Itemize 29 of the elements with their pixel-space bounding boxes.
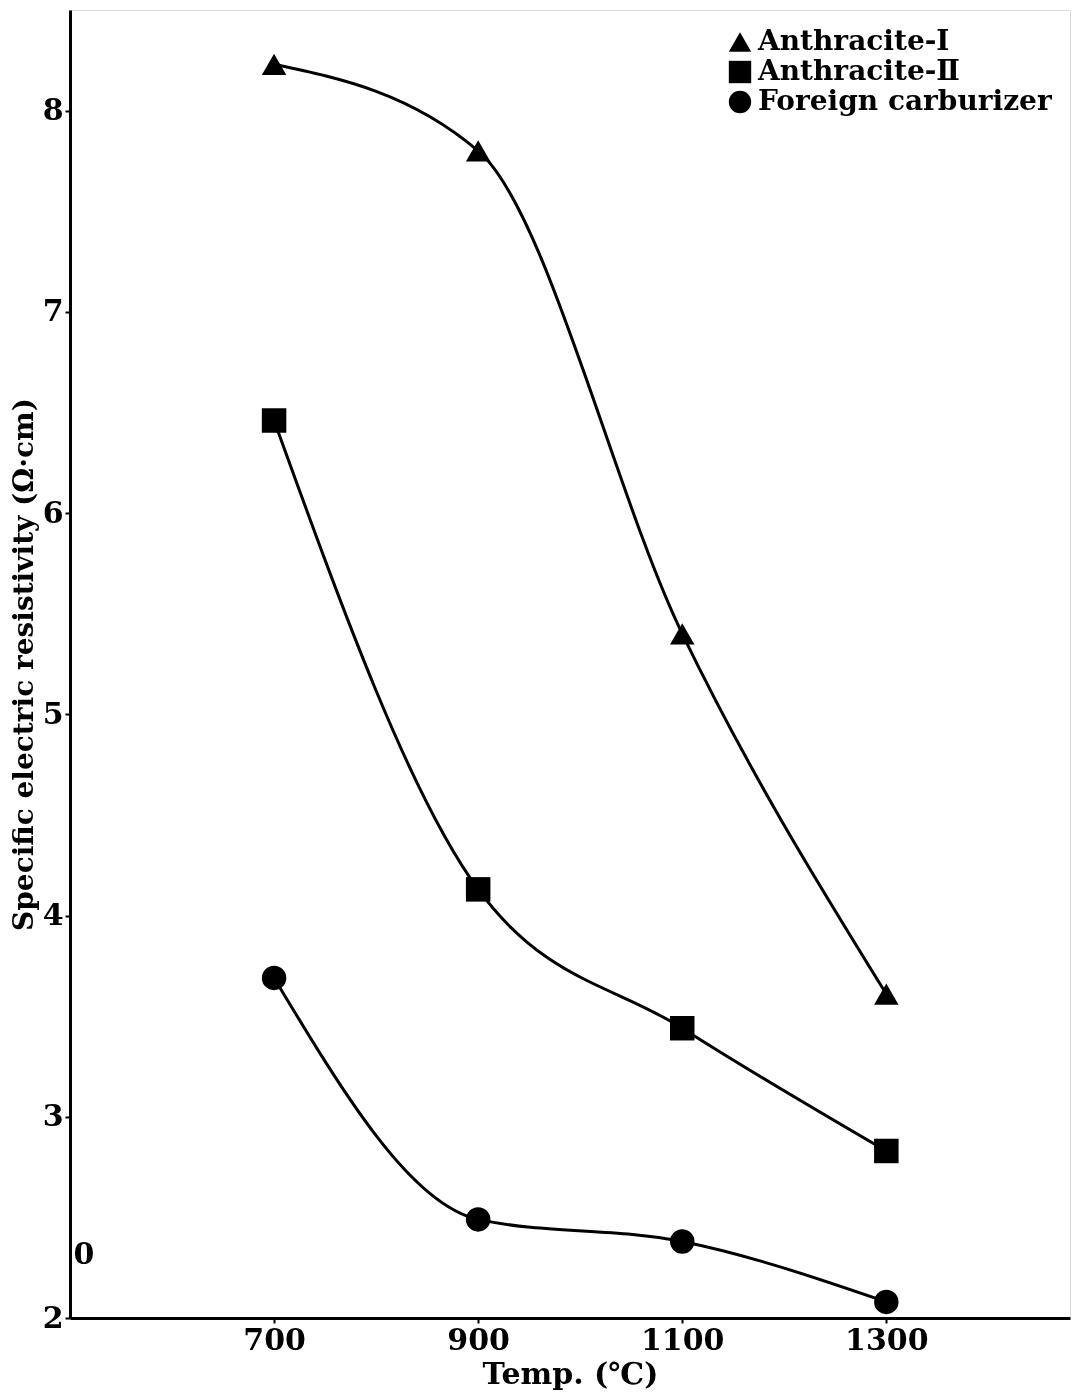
x-tick-label: 1100 <box>640 1321 725 1357</box>
y-tick-label: 7 <box>42 293 64 329</box>
x-axis-title: Temp. (℃) <box>482 1355 659 1391</box>
x-tick-label: 700 <box>243 1321 306 1357</box>
y-tick-label: 4 <box>42 897 64 933</box>
point <box>874 983 899 1005</box>
legend-label: Anthracite-Ⅰ <box>757 24 950 57</box>
y-tick-label: 3 <box>42 1098 64 1134</box>
y-tick-label: 6 <box>42 494 64 530</box>
point <box>670 1229 695 1254</box>
point <box>465 1207 491 1232</box>
point <box>465 140 491 162</box>
y-tick-label: 5 <box>42 695 64 731</box>
point <box>465 877 491 902</box>
legend-label: Anthracite-Ⅱ <box>757 54 960 87</box>
x-tick-label: 900 <box>447 1321 510 1357</box>
point <box>670 623 695 645</box>
point <box>874 1289 899 1315</box>
y-tick-label: 8 <box>42 92 64 128</box>
point <box>261 53 287 75</box>
point <box>874 1138 899 1164</box>
annotation: 0 <box>73 1236 95 1271</box>
y-axis-title: Specific electric resistivity (Ω·cm) <box>6 398 40 931</box>
legend-label: Foreign carburizer <box>758 84 1053 117</box>
point <box>261 965 287 991</box>
point <box>670 1015 695 1041</box>
point <box>261 408 287 433</box>
x-tick-label: 1300 <box>845 1321 929 1357</box>
y-tick-label: 2 <box>42 1299 64 1335</box>
